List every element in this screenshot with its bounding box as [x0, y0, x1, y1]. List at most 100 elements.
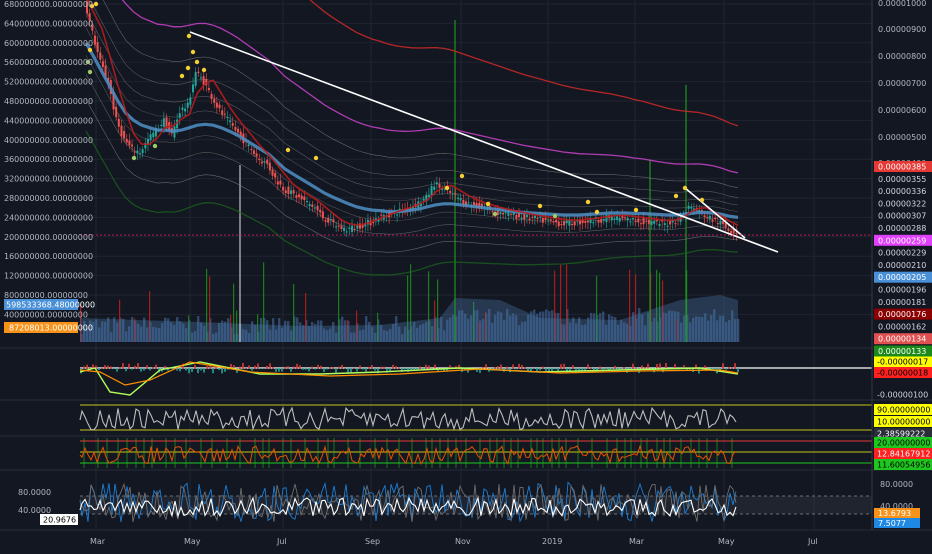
macd-hist-bar: [164, 365, 166, 369]
macd-tag-label: -0.00000100: [877, 391, 928, 400]
candle-body: [181, 107, 184, 110]
macd-hist-bar: [203, 368, 205, 373]
macd-hist-bar: [194, 364, 196, 369]
candle-body: [131, 144, 134, 147]
candle-body: [663, 223, 666, 226]
x-tick-label: Nov: [455, 537, 471, 546]
volume-bar: [707, 320, 710, 342]
candle-body: [597, 220, 600, 223]
signal-dot: [444, 185, 450, 191]
volume-bar: [674, 311, 677, 342]
candle-body: [202, 76, 205, 85]
volume-spike: [338, 267, 340, 342]
macd-hist-bar: [347, 368, 349, 374]
volume-bar: [125, 331, 128, 342]
rsi-line: [79, 406, 737, 431]
candle-body: [184, 108, 187, 112]
macd-hist-bar: [269, 363, 271, 369]
volume-bar: [422, 323, 425, 342]
right-tick-label: 0.00000900: [878, 25, 926, 34]
macd-hist-bar: [98, 368, 100, 371]
candle-body: [510, 213, 513, 215]
macd-hist-bar: [548, 368, 550, 373]
volume-spike: [437, 279, 439, 342]
volume-bar: [245, 330, 248, 342]
volume-spike: [119, 299, 121, 342]
volume-bar: [290, 330, 293, 342]
macd-hist-bar: [119, 367, 121, 369]
volume-bar: [281, 327, 284, 342]
volume-bar: [701, 317, 704, 342]
volume-bar: [440, 316, 443, 342]
volume-bar: [227, 318, 230, 342]
macd-hist-bar: [290, 368, 292, 372]
volume-bar: [545, 309, 548, 342]
volume-bar: [203, 325, 206, 342]
candle-body: [298, 194, 301, 198]
macd-hist-bar: [728, 367, 730, 369]
candle-body: [528, 218, 531, 221]
macd-hist-bar: [266, 365, 268, 369]
signal-dot: [85, 59, 91, 65]
macd-hist-bar: [224, 368, 226, 372]
candle-body: [210, 93, 213, 99]
volume-bar: [128, 326, 131, 342]
volume-bar: [251, 321, 254, 342]
macd-hist-bar: [152, 367, 154, 369]
left-tick-label: 560000000.00000000: [4, 58, 93, 67]
volume-bar: [320, 320, 323, 342]
candle-body: [547, 219, 550, 221]
macd-hist-bar: [485, 364, 487, 369]
left-tick-label: 280000000.00000000: [4, 194, 93, 203]
macd-hist-bar: [251, 368, 253, 371]
candle-body: [631, 218, 634, 220]
macd-hist-bar: [95, 365, 97, 369]
adx-tag-bg: [874, 459, 932, 470]
candle-body: [435, 182, 438, 185]
volume-bar: [680, 322, 683, 342]
volume-bar: [419, 325, 422, 342]
candle-body: [117, 118, 120, 127]
volume-spike: [566, 264, 568, 342]
volume-spike: [428, 271, 430, 342]
candle-body: [186, 102, 189, 108]
stoch-left-label: 80.0000: [18, 488, 51, 497]
candle-body: [674, 223, 677, 225]
indicator-panes: -0.00000017 -0.00000018 -0.00000100 90.0000…: [0, 347, 932, 531]
candle-body: [271, 169, 274, 176]
macd-hist-bar: [308, 368, 310, 372]
signal-dot: [537, 203, 543, 209]
candle-body: [671, 220, 674, 223]
macd-hist-bar: [560, 364, 562, 369]
signal-dot: [87, 69, 93, 75]
macd-hist-bar: [215, 366, 217, 369]
candle-body: [552, 221, 555, 223]
macd-hist-bar: [356, 368, 358, 372]
macd-hist-bar: [122, 363, 124, 369]
band-line: [121, 0, 739, 174]
right-tag-label: 0.00000205: [878, 273, 926, 282]
rsi-tag-bg: [874, 416, 932, 427]
candle-body: [215, 102, 218, 108]
candle-body: [353, 228, 356, 230]
volume-bar: [92, 321, 95, 342]
macd-hist-bar: [584, 368, 586, 372]
right-tick-label: 0.00000800: [878, 52, 926, 61]
volume-bar: [491, 322, 494, 342]
candle-body: [642, 218, 645, 225]
candle-body: [125, 138, 128, 143]
candle-body: [626, 217, 629, 221]
candle-body: [687, 205, 690, 209]
macd-hist-bar: [104, 365, 106, 369]
macd-hist-bar: [722, 363, 724, 369]
volume-bar: [104, 321, 107, 342]
macd-hist-bar: [314, 368, 316, 370]
volume-bar: [512, 313, 515, 342]
right-tick-label: 0.00000600: [878, 106, 926, 115]
volume-bar: [89, 320, 92, 342]
candle-body: [531, 216, 534, 218]
left-tag-label: 598533368.48000000: [6, 301, 95, 310]
volume-spike: [293, 284, 295, 342]
